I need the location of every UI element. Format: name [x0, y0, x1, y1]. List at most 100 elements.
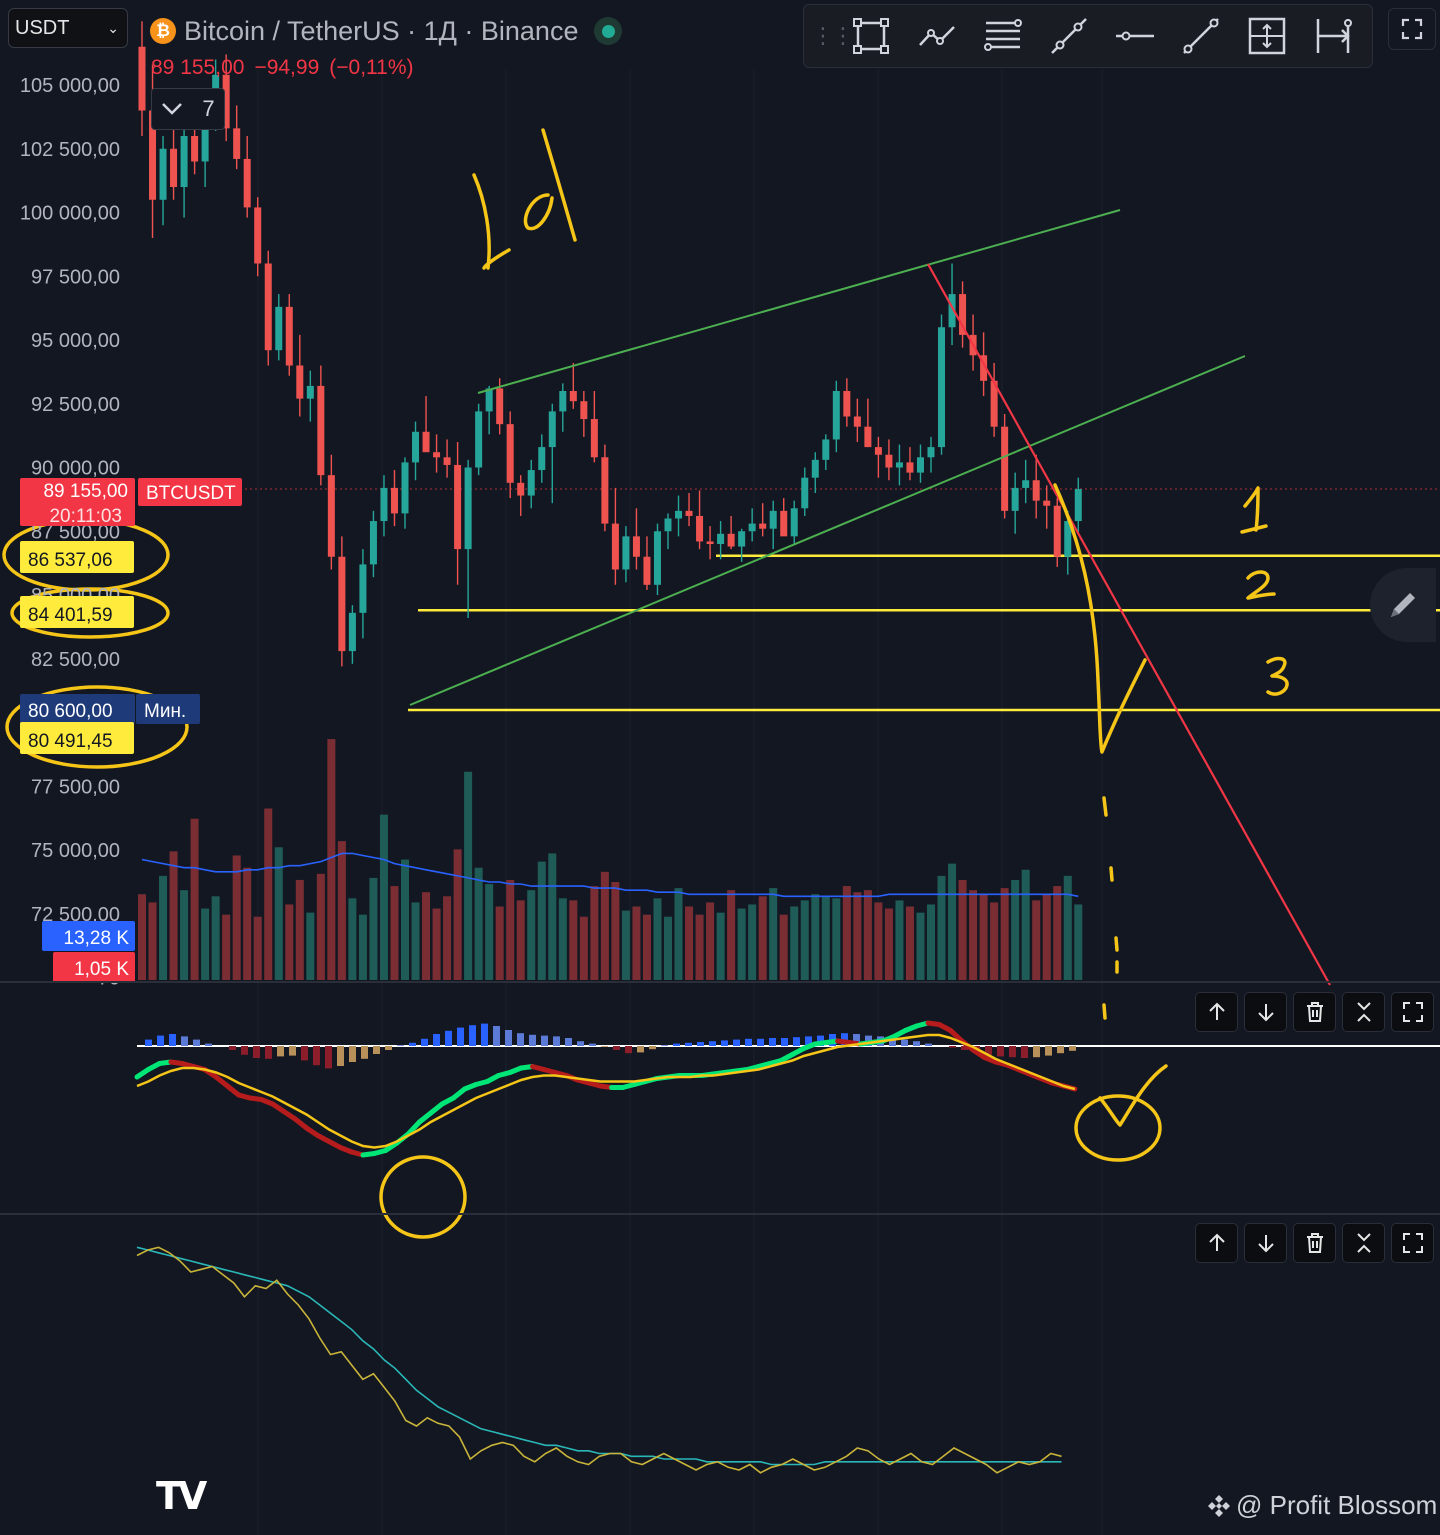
price-scale: 105 000,00 102 500,00 100 000,00 97 500,00 9…: [20, 75, 120, 990]
candle-body: [422, 431, 430, 453]
volume-bar: [1042, 894, 1051, 980]
collapse-pane-button[interactable]: [1342, 992, 1385, 1032]
candle-body: [475, 411, 483, 468]
volume-bar: [927, 904, 935, 980]
volume-bar: [411, 902, 420, 980]
candle-body: [401, 462, 409, 514]
volume-bar: [779, 914, 788, 980]
volume-bar: [390, 886, 399, 980]
candle-body: [1074, 489, 1082, 522]
grid-lines: [257, 70, 1103, 1535]
tradingview-logo[interactable]: TV: [156, 1474, 207, 1518]
candle-body: [170, 148, 178, 187]
macd-histogram-bar: [565, 1038, 572, 1046]
chevron-down-icon: [162, 103, 183, 115]
macd-histogram-bar: [805, 1036, 812, 1046]
min-price-label-bg: [20, 694, 135, 724]
oscillator-ma-line: [136, 1246, 1062, 1466]
maximize-pane-button[interactable]: [1391, 1223, 1434, 1263]
candle-body: [927, 447, 935, 458]
candle-body: [485, 388, 493, 412]
last-price-label: 89 155,00: [43, 481, 128, 502]
long-position-icon: [1248, 17, 1286, 55]
candle-body: [443, 457, 451, 465]
timeframe-note-1d: [472, 128, 577, 270]
highlight-circle: [5, 685, 189, 769]
volume-bar: [148, 902, 157, 980]
macd-histogram-bar: [745, 1038, 752, 1046]
macd-histogram-bar: [769, 1038, 776, 1046]
tool-date-range-button[interactable]: [1300, 8, 1366, 64]
tool-fib-button[interactable]: [970, 8, 1036, 64]
candle-body: [664, 518, 672, 532]
macd-histogram-bar: [601, 1046, 608, 1047]
candle-body: [390, 487, 398, 514]
tool-polyline-button[interactable]: [904, 8, 970, 64]
volume-bar: [1021, 869, 1030, 980]
macd-histogram-bar: [625, 1046, 632, 1054]
drag-handle-icon[interactable]: ⋮⋮: [812, 23, 854, 48]
volume-bar: [611, 882, 620, 980]
tool-rectangle-button[interactable]: [838, 8, 904, 64]
tool-ray-button[interactable]: [1168, 8, 1234, 64]
collapse-pane-button[interactable]: [1342, 1223, 1385, 1263]
level-2-label-bg: [20, 596, 134, 628]
macd-histogram-bar: [793, 1037, 800, 1046]
edit-drawing-button[interactable]: [1370, 568, 1436, 642]
delete-pane-button[interactable]: [1293, 1223, 1336, 1263]
price-tick-label: 77 500,00: [31, 776, 120, 798]
volume-bar: [674, 888, 683, 980]
maximize-pane-button[interactable]: [1391, 992, 1434, 1032]
fullscreen-button[interactable]: [1388, 8, 1436, 50]
pane-divider[interactable]: [0, 981, 1440, 983]
macd-histogram-bar: [361, 1046, 368, 1059]
volume-bar: [295, 879, 304, 980]
volume-bar: [811, 894, 820, 980]
level-number-3: [1266, 656, 1289, 696]
volume-bar: [748, 904, 757, 980]
move-pane-up-button[interactable]: [1195, 992, 1238, 1032]
volume-bar: [453, 849, 462, 980]
drawing-toolbar: ⋮⋮: [803, 4, 1373, 68]
volume-bar: [316, 873, 325, 980]
volume-bar: [1032, 900, 1041, 980]
candle-body: [149, 110, 157, 200]
candle-body: [590, 419, 598, 458]
binance-icon: [1208, 1494, 1230, 1517]
candle-body: [138, 46, 146, 111]
volume-bar: [306, 912, 315, 980]
macd-histogram-bar: [853, 1034, 860, 1046]
move-pane-down-button[interactable]: [1244, 992, 1287, 1032]
move-pane-up-button[interactable]: [1195, 1223, 1238, 1263]
macd-histogram-bar: [1057, 1046, 1064, 1054]
candle-body: [653, 531, 661, 585]
delete-pane-button[interactable]: [1293, 992, 1336, 1032]
level-1-label-bg: [20, 541, 134, 573]
symbol-select[interactable]: USDT ⌄: [8, 8, 128, 48]
macd-histogram-bar: [385, 1046, 392, 1050]
volume-bar: [579, 916, 588, 980]
tool-trend-line-button[interactable]: [1036, 8, 1102, 64]
volume-bar: [916, 912, 925, 980]
downtrend-line: [927, 263, 1331, 986]
tool-long-position-button[interactable]: [1234, 8, 1300, 64]
candle-body: [517, 482, 525, 496]
candle-body: [306, 385, 314, 399]
trend-line-icon: [1051, 18, 1087, 54]
macd-histogram-bar: [1045, 1046, 1052, 1056]
tool-horizontal-line-button[interactable]: [1102, 8, 1168, 64]
macd-histogram-bar: [577, 1041, 584, 1046]
pane-divider[interactable]: [0, 1213, 1440, 1215]
candle-body: [706, 541, 714, 544]
move-pane-down-button[interactable]: [1244, 1223, 1287, 1263]
candle-body: [327, 475, 335, 557]
indicators-toggle-button[interactable]: 7: [151, 88, 225, 130]
volume-bar: [937, 875, 946, 980]
market-open-icon[interactable]: [594, 17, 623, 45]
volume-bar: [621, 910, 630, 980]
highlight-circle: [10, 587, 170, 639]
volume-bar: [222, 914, 231, 980]
volume-bar: [1011, 879, 1020, 980]
